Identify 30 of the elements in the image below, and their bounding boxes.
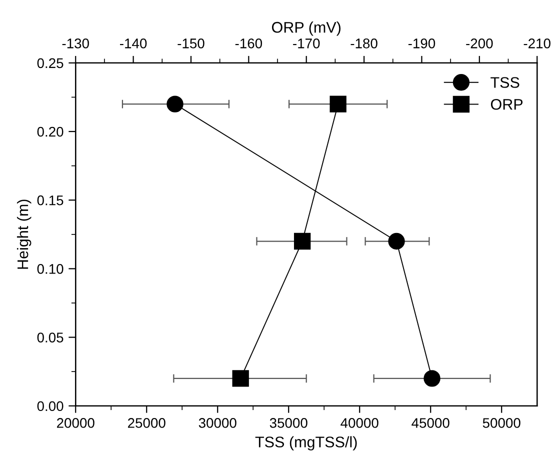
- x-tick-label: 20000: [57, 418, 94, 428]
- point: [424, 370, 440, 387]
- y-tick-label: 0.15: [37, 195, 64, 206]
- x2-tick-label: -210: [524, 38, 550, 48]
- x-tick-label: 40000: [340, 418, 378, 428]
- y-tick-label: 0.00: [37, 401, 64, 412]
- x-tick-label: 25000: [128, 418, 166, 428]
- x2-tick-label: -170: [293, 38, 320, 48]
- legend-label: TSS: [490, 77, 520, 88]
- x2-tick-label: -150: [178, 38, 204, 48]
- x-tick-label: 50000: [482, 418, 520, 428]
- y-tick-label: 0.20: [37, 126, 64, 137]
- x2-axis-title: ORP (mV): [272, 22, 340, 36]
- x-axis-title: TSS (mgTSS/l): [255, 436, 357, 450]
- point: [166, 96, 184, 112]
- x2-tick-label: -140: [120, 38, 147, 48]
- point: [388, 232, 405, 250]
- x2-tick-label: -190: [408, 38, 436, 48]
- legend-label: ORP: [490, 98, 523, 110]
- y-tick-label: 0.25: [37, 58, 64, 68]
- x-tick-label: 45000: [412, 418, 450, 428]
- x2-tick-label: -160: [235, 38, 262, 48]
- x2-tick-label: -130: [62, 38, 89, 48]
- y-axis-title: Height (m): [16, 200, 32, 269]
- x2-tick-label: -200: [466, 38, 493, 48]
- x-tick-label: 35000: [270, 418, 308, 428]
- y-tick-label: 0.10: [37, 264, 64, 274]
- x2-tick-label: -180: [350, 38, 378, 48]
- x-tick-label: 30000: [198, 418, 236, 428]
- y-tick-label: 0.05: [37, 332, 64, 342]
